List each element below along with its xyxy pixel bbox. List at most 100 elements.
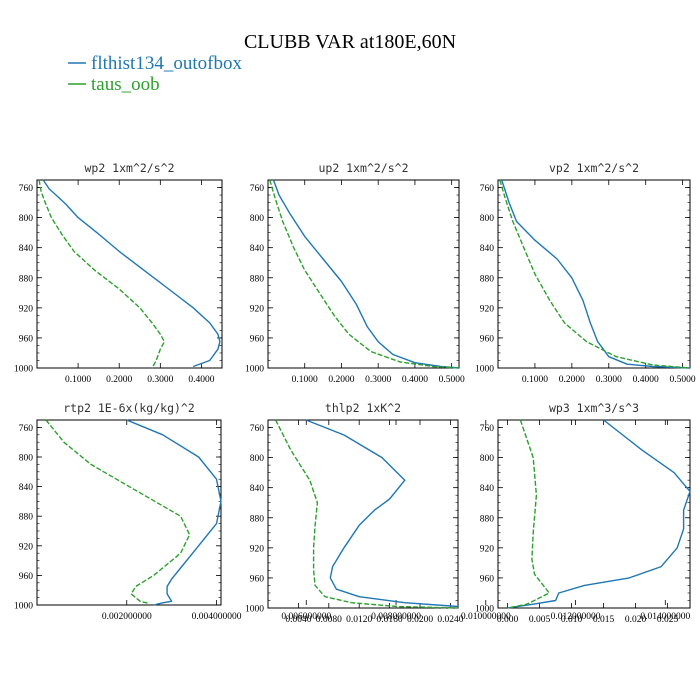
y-tick-label: 880 (480, 514, 495, 524)
x-tick-label: 0.4000 (633, 375, 659, 385)
y-tick-label: 840 (480, 244, 495, 254)
y-tick-label: 800 (250, 214, 265, 224)
y-tick-label: 760 (480, 424, 495, 434)
y-tick-label: 1000 (475, 605, 494, 615)
series-line-flthist134 (272, 179, 460, 369)
x-tick-label: 0.0080 (316, 615, 342, 625)
y-tick-label: 800 (250, 454, 265, 464)
panel-1: wp2 1xm^2/s^2 760 800 840 880 920 960 1000 0.100… (14, 161, 223, 385)
legend-label-flthist134: flthist134_outofbox (91, 53, 242, 74)
y-tick-label: 800 (19, 214, 34, 224)
y-tick-label: 1000 (475, 365, 494, 375)
series-line-taus-oob (507, 419, 550, 609)
panel-6: wp3 1xm^3/s^3 760 800 840 880 920 960 10000.000… (475, 401, 691, 625)
y-tick-label: 1000 (245, 605, 264, 615)
panel-title: wp3 1xm^3/s^3 (549, 401, 639, 415)
x-tick-label: 0.5000 (670, 375, 696, 385)
x-tick-label: 0.3000 (147, 375, 173, 385)
x-tick-label: 0.020 (625, 615, 647, 625)
x-tick-label: 0.4000 (402, 375, 428, 385)
y-tick-label: 960 (480, 574, 495, 584)
x-tick-label: 0.0040 (285, 615, 311, 625)
y-tick-label: 880 (250, 274, 265, 284)
y-tick-label: 960 (19, 334, 34, 344)
y-tick-label: 960 (19, 572, 34, 582)
x-tick-label: 0.008000000 (371, 612, 421, 622)
y-tick-label: 960 (250, 574, 265, 584)
x-tick-label: 0.2000 (328, 375, 354, 385)
y-tick-label: 920 (480, 304, 495, 314)
panel-title: up2 1xm^2/s^2 (318, 161, 408, 175)
x-tick-label: 0.000 (497, 615, 519, 625)
series-line-taus-oob (274, 419, 459, 609)
x-tick-label: 0.010 (561, 615, 583, 625)
y-tick-label: 960 (480, 334, 495, 344)
plot-frame (267, 179, 460, 369)
series-line-flthist134 (501, 179, 691, 369)
y-tick-label: 920 (480, 544, 495, 554)
y-tick-label: 1000 (14, 602, 33, 612)
y-tick-label: 960 (250, 334, 265, 344)
plot-frame (36, 419, 222, 606)
panel-4: rtp2 1E-6x(kg/kg)^2 760 800 840 880 920 960 100… (14, 401, 690, 622)
x-tick-label: 0.005 (529, 615, 551, 625)
series-line-flthist134 (507, 419, 691, 609)
x-tick-label: 0.3000 (596, 375, 622, 385)
x-tick-label: 0.025 (657, 615, 679, 625)
y-tick-label: 760 (250, 424, 265, 434)
y-tick-label: 920 (250, 304, 265, 314)
x-tick-label: 0.2000 (559, 375, 585, 385)
x-tick-label: 0.0200 (407, 615, 433, 625)
plot-frame (36, 179, 223, 369)
x-tick-label: 0.4000 (188, 375, 214, 385)
y-tick-label: 840 (250, 244, 265, 254)
y-tick-label: 880 (480, 274, 495, 284)
x-tick-label: 0.002000000 (102, 612, 152, 622)
y-tick-label: 760 (19, 424, 34, 434)
y-tick-label: 880 (19, 513, 34, 523)
y-tick-label: 760 (480, 184, 495, 194)
x-tick-label: 0.3000 (365, 375, 391, 385)
x-tick-label: 0.014000000 (640, 612, 690, 622)
x-tick-label: 0.012000000 (551, 612, 601, 622)
x-tick-label: 0.0120 (346, 615, 372, 625)
x-tick-label: 0.015 (593, 615, 615, 625)
series-line-flthist134 (42, 179, 221, 368)
x-tick-label: 0.006000000 (281, 612, 331, 622)
plot-frame (497, 419, 691, 609)
x-tick-label: 0.1000 (522, 375, 548, 385)
y-tick-label: 880 (250, 514, 265, 524)
x-tick-label: 0.1000 (65, 375, 91, 385)
legend: flthist134_outofbox taus_oob (68, 53, 242, 95)
y-tick-label: 840 (480, 484, 495, 494)
x-tick-label: 0.2000 (106, 375, 132, 385)
x-tick-label: 0.010000000 (461, 612, 511, 622)
panels: wp2 1xm^2/s^2 760 800 840 880 920 960 1000 0.100… (14, 161, 696, 625)
y-tick-label: 800 (480, 454, 495, 464)
x-tick-label: 0.5000 (439, 375, 465, 385)
figure-title: CLUBB VAR at180E,60N (244, 31, 456, 53)
plot-frame (267, 419, 459, 609)
y-tick-label: 1000 (14, 365, 33, 375)
panel-2: up2 1xm^2/s^2 760 800 840 880 920 960 1000 0.100… (245, 161, 465, 385)
y-tick-label: 840 (19, 244, 34, 254)
y-tick-label: 800 (19, 454, 34, 464)
x-tick-label: 0.0160 (377, 615, 403, 625)
y-tick-label: 840 (19, 483, 34, 493)
series-line-flthist134 (305, 419, 459, 608)
y-tick-label: 920 (19, 542, 34, 552)
series-line-taus-oob (38, 179, 166, 369)
series-line-taus-oob (499, 179, 691, 369)
panel-title: thlp2 1xK^2 (325, 401, 401, 415)
y-tick-label: 920 (19, 304, 34, 314)
series-line-taus-oob (45, 419, 191, 605)
y-tick-label: 880 (19, 274, 34, 284)
y-tick-label: 840 (250, 484, 265, 494)
series-line-flthist134 (126, 419, 222, 606)
panel-3: vp2 1xm^2/s^2 760 800 840 880 920 960 1000 0.100… (475, 161, 696, 385)
y-tick-label: 760 (19, 184, 34, 194)
legend-label-taus-oob: taus_oob (91, 74, 160, 95)
plot-frame (497, 179, 691, 369)
